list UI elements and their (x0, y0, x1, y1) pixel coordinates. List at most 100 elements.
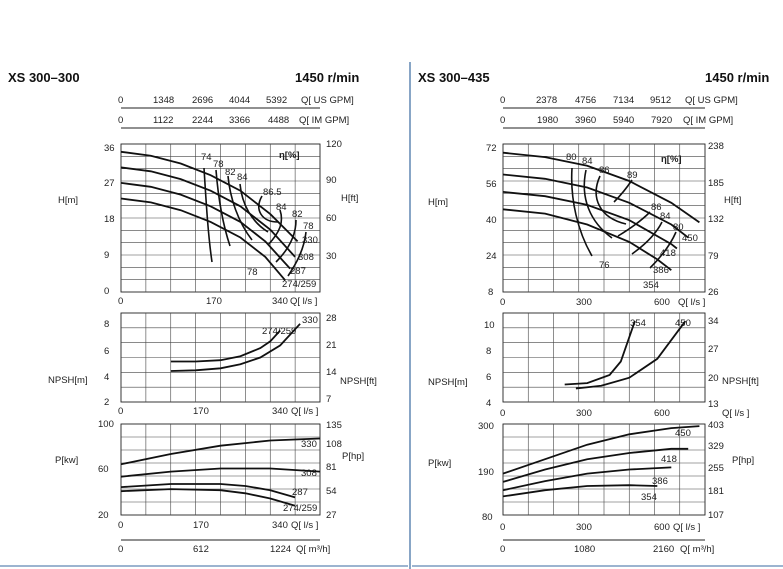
x-tick: 0 (500, 522, 505, 533)
y-tick-ft: 20 (708, 373, 719, 384)
x-tick: 170 (206, 296, 222, 307)
chart-title: XS 300–300 (8, 70, 80, 85)
efficiency-label: 82 (292, 209, 303, 220)
y-tick: 4 (486, 398, 491, 409)
scale-im-gpm: 0 1122 2244 3366 4488 Q[ IM GPM] (118, 115, 349, 129)
tick-label: 2378 (536, 95, 557, 106)
x-tick: 0 (118, 296, 123, 307)
efficiency-curve (215, 169, 231, 247)
y-tick: 100 (98, 419, 114, 430)
x-tick: 300 (576, 522, 592, 533)
series-label: 274/259 (283, 503, 317, 514)
y-tick-hp: 329 (708, 441, 724, 452)
tick-label: 3960 (575, 115, 596, 126)
y-label: H[m] (428, 197, 448, 208)
efficiency-curve (203, 167, 213, 263)
series-label: 386 (652, 476, 668, 487)
y-tick: 36 (104, 143, 115, 154)
y-tick-ft: 120 (326, 139, 342, 150)
y-label-ft: H[ft] (341, 193, 358, 204)
y-tick: 27 (104, 178, 115, 189)
diameter-label: 418 (660, 248, 676, 259)
y-tick-ft: 185 (708, 178, 724, 189)
efficiency-curve (631, 221, 663, 255)
efficiency-label: 86 (599, 165, 610, 176)
tick-label: 0 (118, 95, 123, 106)
y-tick: 18 (104, 214, 115, 225)
x-tick: 300 (576, 408, 592, 419)
power-curves (502, 425, 700, 498)
y-tick-hp: 107 (708, 510, 724, 521)
x-tick: 0 (500, 297, 505, 308)
tick-label: 2696 (192, 95, 213, 106)
tick-label: 2160 (653, 544, 674, 555)
y-label: H[m] (58, 195, 78, 206)
x-unit: Q[ l/s ] (722, 408, 749, 419)
x-tick: 600 (654, 408, 670, 419)
scale-unit: Q[ IM GPM] (683, 115, 733, 126)
series-line-330 (170, 323, 301, 372)
series-line-354 (502, 208, 672, 271)
y-tick: 0 (104, 286, 109, 297)
tick-label: 1348 (153, 95, 174, 106)
y-label-hp: P[hp] (342, 451, 364, 462)
efficiency-label: 78 (247, 267, 258, 278)
series-line-274-259 (120, 488, 296, 507)
y-tick-hp: 181 (708, 486, 724, 497)
efficiency-label: 86.5 (263, 187, 282, 198)
x-unit: Q[ l/s ] (291, 520, 318, 531)
efficiency-curve (570, 167, 593, 257)
y-tick-ft: 14 (326, 367, 337, 378)
tick-label: 0 (118, 115, 123, 126)
y-tick: 8 (488, 287, 493, 298)
efficiency-label: 78 (213, 159, 224, 170)
y-tick: 190 (478, 467, 494, 478)
tick-label: 4488 (268, 115, 289, 126)
x-tick: 0 (118, 406, 123, 417)
scale-im-gpm: 0 1980 3960 5940 7920 Q[ IM GPM] (500, 115, 733, 129)
efficiency-curve (617, 211, 651, 237)
y-tick: 40 (486, 215, 497, 226)
efficiency-label: 84 (237, 172, 248, 183)
y-tick: 24 (486, 251, 497, 262)
y-label: NPSH[m] (48, 375, 88, 386)
x-tick: 170 (193, 406, 209, 417)
diameter-label: 274/259 (282, 279, 316, 290)
y-tick-ft: 60 (326, 213, 337, 224)
tick-label: 2244 (192, 115, 213, 126)
y-tick: 72 (486, 143, 497, 154)
efficiency-label: 82 (225, 167, 236, 178)
efficiency-label: 76 (599, 260, 610, 271)
scale-unit: Q[ IM GPM] (299, 115, 349, 126)
efficiency-curve (267, 209, 283, 246)
y-label-ft: NPSH[ft] (722, 376, 759, 387)
head-curves (502, 151, 700, 271)
efficiency-label: 86 (651, 202, 662, 213)
series-line-330 (120, 437, 321, 466)
tick-label: 3366 (229, 115, 250, 126)
y-tick: 6 (104, 346, 109, 357)
efficiency-curves (203, 167, 307, 277)
y-tick-hp: 81 (326, 462, 337, 473)
series-line-308 (120, 166, 296, 258)
x-tick: 340 (272, 296, 288, 307)
npsh-curves (564, 320, 687, 390)
scale-us-gpm: 0 1348 2696 4044 5392 Q[ US GPM] (118, 95, 354, 109)
scale-us-gpm: 0 2378 4756 7134 9512 Q[ US GPM] (500, 95, 738, 109)
tick-label: 9512 (650, 95, 671, 106)
chart-title: XS 300–435 (418, 70, 490, 85)
series-line-287 (120, 483, 296, 499)
tick-label: 0 (500, 115, 505, 126)
x-tick: 170 (193, 520, 209, 531)
efficiency-unit: η[%] (279, 150, 300, 161)
y-tick: 2 (104, 397, 109, 408)
y-tick-hp: 108 (326, 439, 342, 450)
tick-label: 7920 (651, 115, 672, 126)
y-tick-ft: 28 (326, 313, 337, 324)
series-line-354 (564, 320, 636, 386)
power-curves (120, 437, 321, 507)
tick-label: 612 (193, 544, 209, 555)
diameter-label: 450 (682, 233, 698, 244)
power-panel: P[kw] P[hp] 100 60 20 135 108 81 54 27 0… (55, 419, 364, 531)
diameter-label: 386 (653, 265, 669, 276)
